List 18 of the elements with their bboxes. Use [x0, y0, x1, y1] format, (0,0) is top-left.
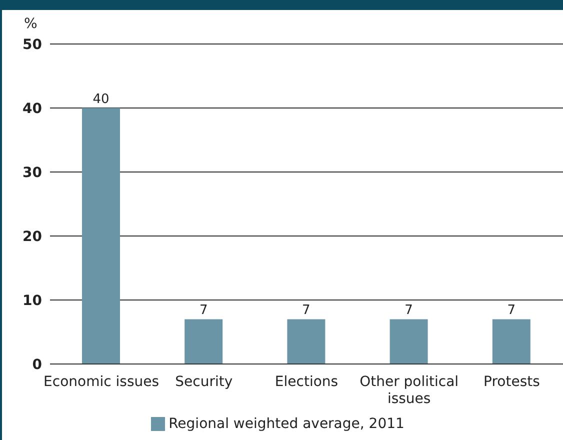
x-tick-label: Economic issues: [44, 374, 160, 390]
data-label: 7: [199, 303, 208, 318]
y-tick-label: 50: [22, 36, 42, 53]
y-tick-label: 0: [32, 356, 42, 373]
legend-label: Regional weighted average, 2011: [168, 416, 404, 432]
y-tick-label: 30: [22, 164, 42, 181]
x-tick-label: Other political issues: [360, 374, 459, 407]
y-axis-title: %: [24, 16, 38, 32]
data-label: 7: [507, 303, 516, 318]
data-label: 40: [92, 92, 110, 107]
x-tick-label: Security: [175, 374, 233, 390]
data-label: 7: [404, 303, 413, 318]
y-tick-label: 20: [22, 228, 42, 245]
x-tick-label: Protests: [484, 374, 540, 390]
y-tick-label: 10: [22, 292, 42, 309]
x-tick-label: Elections: [274, 374, 338, 390]
y-tick-label: 40: [22, 100, 42, 117]
data-label: 7: [302, 303, 310, 318]
